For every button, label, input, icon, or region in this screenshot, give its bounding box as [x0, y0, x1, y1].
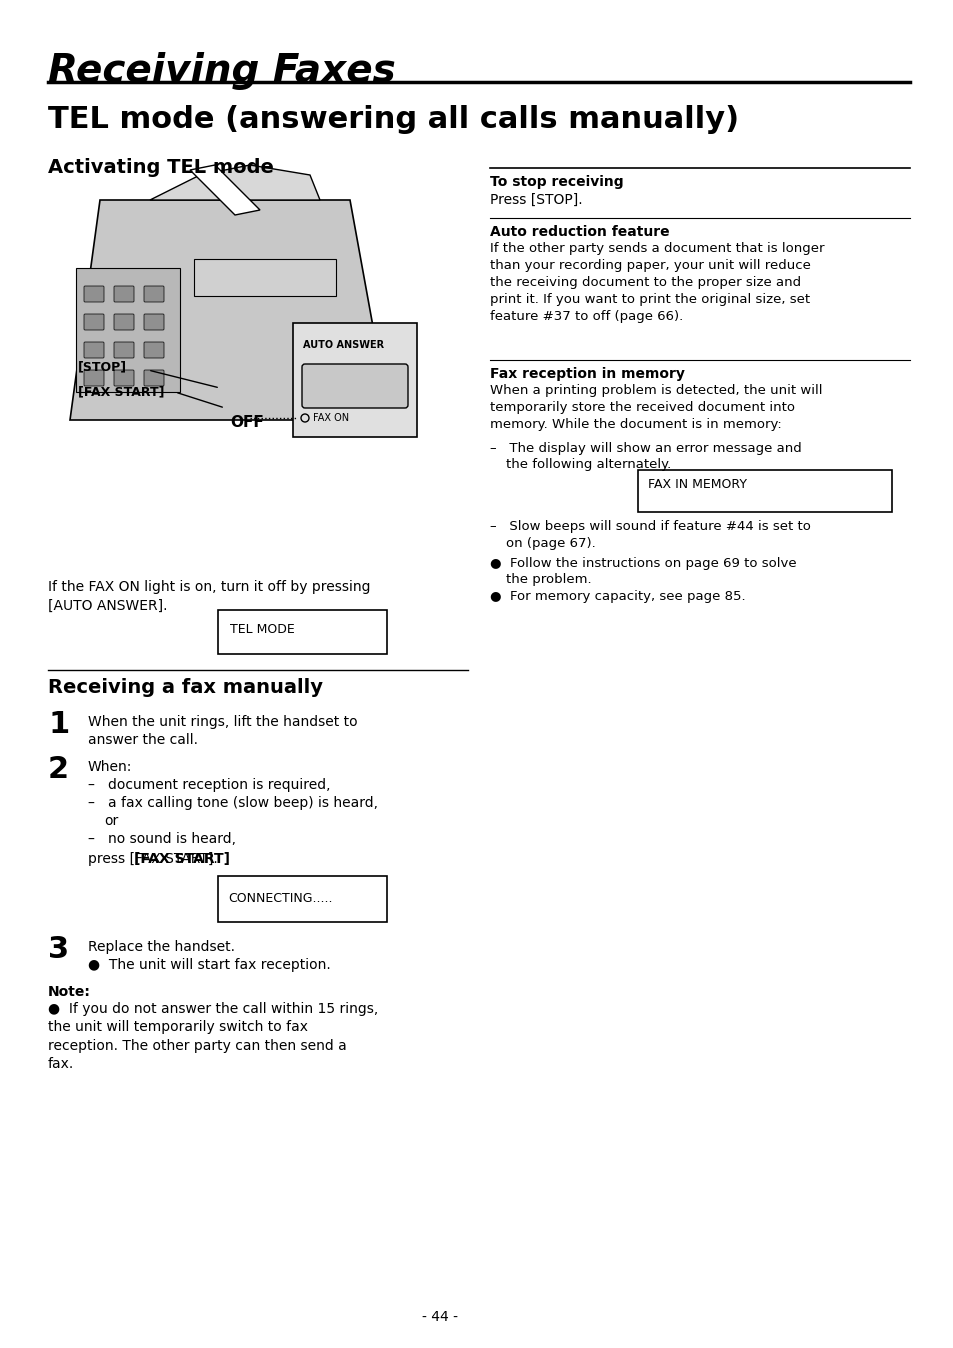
FancyBboxPatch shape: [293, 324, 416, 437]
Text: Fax reception in memory: Fax reception in memory: [490, 367, 684, 381]
Text: OFF: OFF: [230, 415, 263, 430]
Text: To stop receiving: To stop receiving: [490, 175, 623, 189]
FancyBboxPatch shape: [218, 611, 387, 654]
Text: [FAX START]: [FAX START]: [133, 852, 230, 865]
FancyBboxPatch shape: [113, 314, 133, 330]
Text: Receiving a fax manually: Receiving a fax manually: [48, 678, 323, 697]
Text: AUTO ANSWER: AUTO ANSWER: [303, 340, 384, 350]
Text: TEL mode (answering all calls manually): TEL mode (answering all calls manually): [48, 105, 739, 133]
Text: Replace the handset.: Replace the handset.: [88, 940, 234, 954]
Text: 2: 2: [48, 755, 69, 785]
Text: ●  If you do not answer the call within 15 rings,
the unit will temporarily swit: ● If you do not answer the call within 1…: [48, 1002, 377, 1072]
FancyBboxPatch shape: [193, 259, 335, 297]
Text: When:: When:: [88, 760, 132, 774]
Text: –   Slow beeps will sound if feature #44 is set to: – Slow beeps will sound if feature #44 i…: [490, 520, 810, 532]
Text: Receiving Faxes: Receiving Faxes: [48, 53, 395, 90]
Text: or: or: [104, 814, 118, 828]
FancyBboxPatch shape: [76, 268, 180, 392]
Text: FAX IN MEMORY: FAX IN MEMORY: [647, 479, 746, 491]
FancyBboxPatch shape: [144, 314, 164, 330]
Text: press [FAX START].: press [FAX START].: [88, 852, 217, 865]
FancyBboxPatch shape: [218, 876, 387, 922]
Text: 1: 1: [48, 710, 70, 739]
Text: ●  The unit will start fax reception.: ● The unit will start fax reception.: [88, 958, 331, 972]
FancyBboxPatch shape: [144, 369, 164, 386]
Text: the problem.: the problem.: [505, 573, 591, 586]
FancyBboxPatch shape: [113, 369, 133, 386]
FancyBboxPatch shape: [113, 286, 133, 302]
Text: Press [STOP].: Press [STOP].: [490, 193, 582, 208]
Text: TEL MODE: TEL MODE: [230, 623, 294, 636]
Text: –   document reception is required,: – document reception is required,: [88, 778, 330, 793]
Text: the following alternately.: the following alternately.: [505, 458, 671, 470]
FancyBboxPatch shape: [144, 286, 164, 302]
Text: Activating TEL mode: Activating TEL mode: [48, 158, 274, 177]
Polygon shape: [190, 164, 260, 214]
FancyBboxPatch shape: [302, 364, 408, 408]
Text: on (page 67).: on (page 67).: [505, 537, 595, 550]
Text: –   The display will show an error message and: – The display will show an error message…: [490, 442, 801, 456]
Text: FAX ON: FAX ON: [313, 412, 349, 423]
Text: ●  For memory capacity, see page 85.: ● For memory capacity, see page 85.: [490, 590, 745, 603]
FancyBboxPatch shape: [638, 470, 891, 512]
FancyBboxPatch shape: [84, 314, 104, 330]
Text: –   no sound is heard,: – no sound is heard,: [88, 832, 235, 847]
Text: Note:: Note:: [48, 985, 91, 999]
Text: When the unit rings, lift the handset to
answer the call.: When the unit rings, lift the handset to…: [88, 714, 357, 747]
Polygon shape: [150, 164, 319, 200]
FancyBboxPatch shape: [144, 342, 164, 359]
FancyBboxPatch shape: [84, 369, 104, 386]
FancyBboxPatch shape: [84, 342, 104, 359]
Text: Auto reduction feature: Auto reduction feature: [490, 225, 669, 239]
Text: CONNECTING.....: CONNECTING.....: [228, 892, 333, 905]
FancyBboxPatch shape: [113, 342, 133, 359]
Text: If the FAX ON light is on, turn it off by pressing
[AUTO ANSWER].: If the FAX ON light is on, turn it off b…: [48, 580, 370, 612]
Text: 3: 3: [48, 936, 69, 964]
Text: [FAX START]: [FAX START]: [78, 386, 164, 398]
Text: When a printing problem is detected, the unit will
temporarily store the receive: When a printing problem is detected, the…: [490, 384, 821, 431]
Text: If the other party sends a document that is longer
than your recording paper, yo: If the other party sends a document that…: [490, 243, 823, 324]
Text: - 44 -: - 44 -: [421, 1310, 457, 1324]
Polygon shape: [70, 200, 390, 421]
FancyBboxPatch shape: [84, 286, 104, 302]
Text: ●  Follow the instructions on page 69 to solve: ● Follow the instructions on page 69 to …: [490, 557, 796, 570]
Text: –   a fax calling tone (slow beep) is heard,: – a fax calling tone (slow beep) is hear…: [88, 797, 377, 810]
Text: [STOP]: [STOP]: [78, 360, 127, 373]
